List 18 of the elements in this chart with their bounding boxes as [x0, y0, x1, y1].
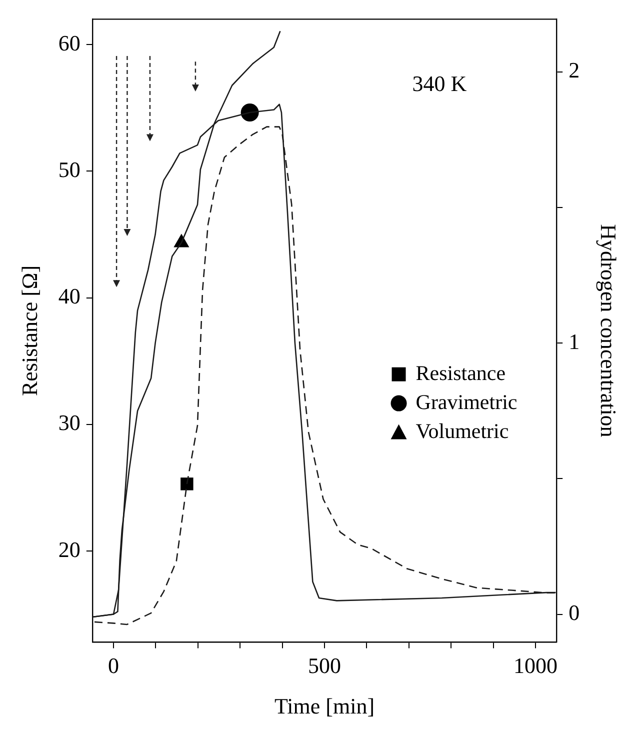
- legend-label: Gravimetric: [416, 390, 518, 414]
- x-axis-title: Time [min]: [274, 694, 375, 719]
- x-tick-label: 500: [308, 653, 341, 678]
- legend-label: Volumetric: [416, 418, 509, 443]
- y2-axis-title: Hydrogen concentration: [596, 224, 622, 438]
- x-tick-label: 1000: [514, 653, 558, 678]
- y2-tick-label: 2: [568, 58, 580, 83]
- y-tick-label: 60: [58, 30, 80, 56]
- y2-tick-label: 0: [568, 600, 580, 626]
- y-tick-label: 20: [58, 536, 80, 562]
- y2-tick-label: 1: [568, 328, 580, 354]
- legend-label: Resistance: [416, 360, 506, 385]
- y-tick-label: 50: [58, 156, 80, 182]
- x-tick-label: 0: [108, 653, 119, 678]
- annotation: 340 K: [412, 70, 467, 96]
- y-axis-title: Resistance [Ω]: [16, 265, 42, 396]
- y-tick-label: 30: [58, 410, 80, 436]
- y-tick-label: 40: [58, 284, 80, 309]
